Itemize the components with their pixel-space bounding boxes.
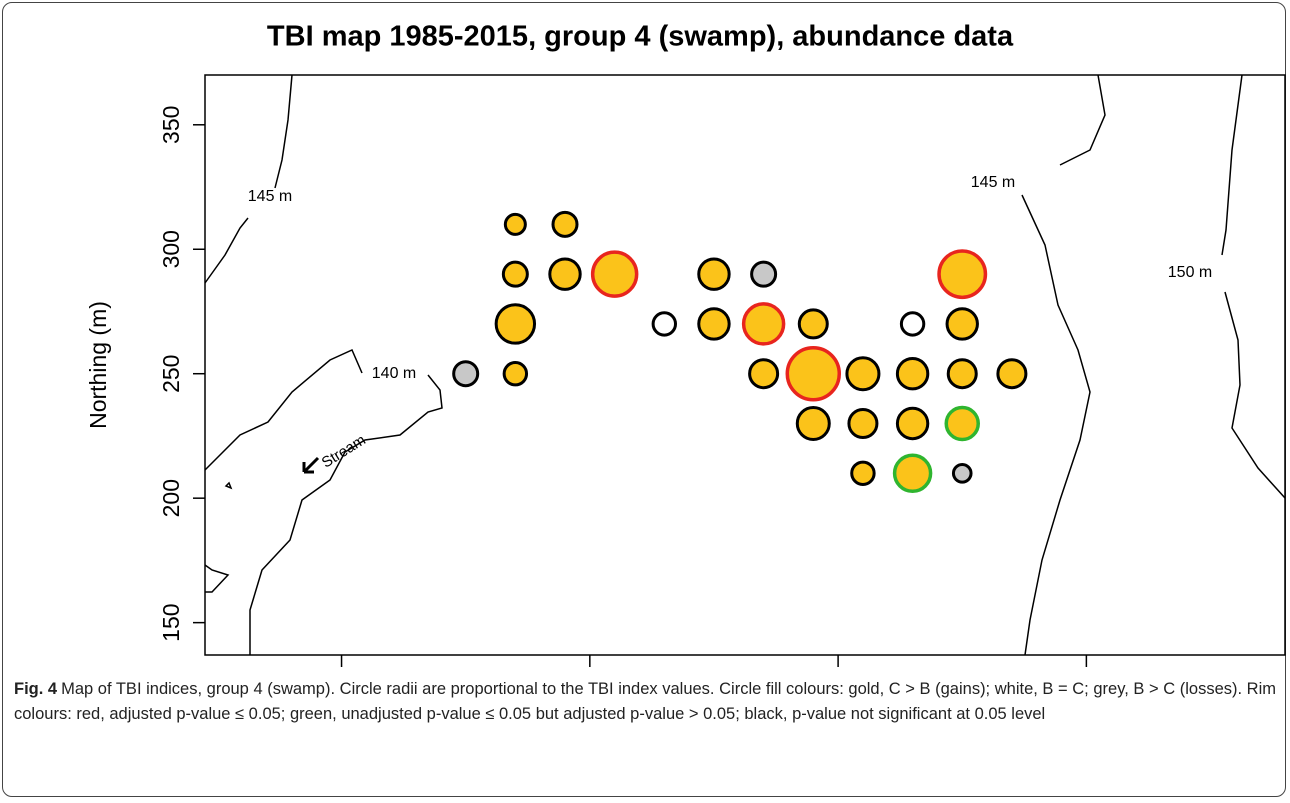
bubble <box>502 361 529 387</box>
bubble <box>895 357 930 391</box>
bubble <box>741 302 786 346</box>
contour-label: 145 m <box>971 174 1015 191</box>
caption-text: Map of TBI indices, group 4 (swamp). Cir… <box>14 680 1277 723</box>
y-tick-label: 150 <box>158 603 184 641</box>
caption-label: Fig. 4 <box>14 680 58 698</box>
bubble <box>847 407 879 439</box>
stream-label: Stream <box>319 432 369 472</box>
caption: Fig. 4 Map of TBI indices, group 4 (swamp… <box>14 677 1276 727</box>
bubble <box>748 358 780 390</box>
contours <box>204 74 1286 656</box>
contour-label: 150 m <box>1168 264 1212 281</box>
bubble <box>590 250 639 298</box>
chart-title: TBI map 1985-2015, group 4 (swamp), abun… <box>267 21 1014 53</box>
bubble <box>551 210 579 238</box>
bubble <box>795 405 831 441</box>
chart: TBI map 1985-2015, group 4 (swamp), abun… <box>85 21 1286 667</box>
bubble <box>797 308 829 340</box>
bubble <box>892 453 933 494</box>
bubble <box>503 212 527 236</box>
bubble <box>945 307 979 341</box>
bubble <box>845 356 881 392</box>
bubble <box>452 360 480 388</box>
bubble <box>697 307 731 341</box>
y-tick-label: 250 <box>158 355 184 393</box>
y-axis-label: Northing (m) <box>85 301 111 429</box>
bubble <box>651 311 678 337</box>
bubble <box>946 358 978 390</box>
contour-label: 145 m <box>248 188 292 205</box>
y-tick-label: 200 <box>158 479 184 517</box>
bubble <box>937 249 988 300</box>
y-tick-label: 350 <box>158 106 184 144</box>
bubble <box>850 460 876 486</box>
bubble <box>944 405 980 442</box>
bubble <box>895 406 930 441</box>
bubble <box>494 303 537 345</box>
bubble <box>951 462 973 484</box>
bubble <box>785 345 842 402</box>
y-tick-label: 300 <box>158 230 184 268</box>
bubble <box>899 311 926 337</box>
bubble <box>750 260 778 288</box>
bubble <box>501 260 529 288</box>
plot-frame <box>204 74 1286 656</box>
bubble <box>697 257 731 291</box>
bubble <box>548 257 582 291</box>
bubble <box>996 358 1028 390</box>
contour-label: 140 m <box>372 365 416 382</box>
